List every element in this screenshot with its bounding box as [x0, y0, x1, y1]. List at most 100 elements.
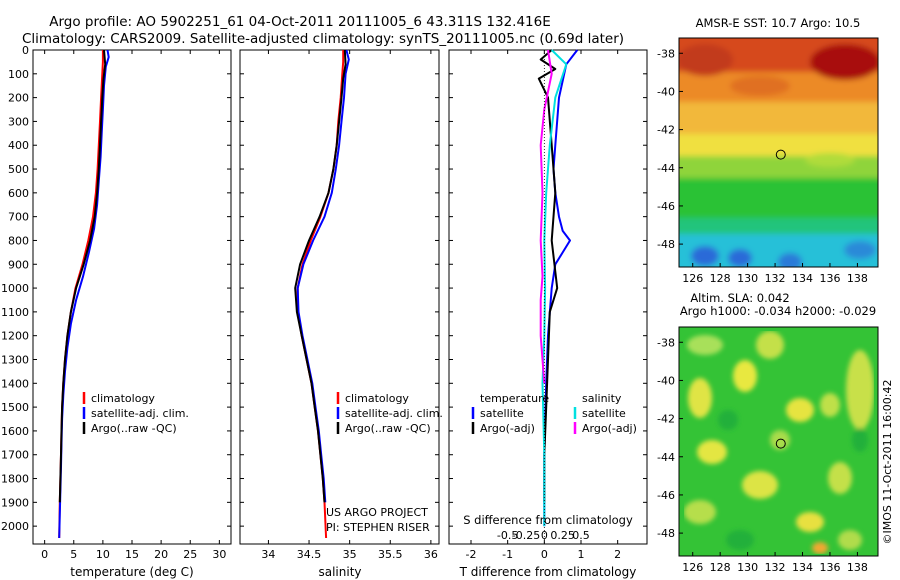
salinity-xlabel: salinity — [318, 565, 361, 579]
depth-tick-label: 400 — [8, 139, 29, 152]
temperature-panel: 0100200300400500600700800900100011001200… — [1, 44, 232, 579]
series-line-argo-raw-qc- — [58, 49, 107, 503]
sst-map-frame — [678, 37, 879, 268]
x-tick-label: 20 — [154, 548, 168, 561]
project-annotation-2: PI: STEPHEN RISER — [326, 521, 430, 534]
depth-tick-label: 100 — [8, 68, 29, 81]
lat-tick-label: -44 — [657, 451, 675, 464]
s-difference-label: S difference from climatology — [463, 513, 633, 527]
s-difference-tick-label: -0.5 — [497, 529, 518, 542]
salinity-x-axis: 34 34.5 35 35.5 36 — [261, 50, 438, 561]
depth-tick-label: 800 — [8, 234, 29, 247]
depth-tick-label: 700 — [8, 211, 29, 224]
lat-tick-label: -38 — [657, 47, 675, 60]
difference-x-axis: -2 -1 0 1 2 — [466, 50, 621, 561]
lon-tick-label: 126 — [682, 272, 703, 285]
depth-tick-label: 900 — [8, 258, 29, 271]
lat-tick-label: -40 — [657, 374, 675, 387]
depth-tick-label: 1000 — [1, 282, 29, 295]
lat-tick-label: -46 — [657, 200, 675, 213]
x-tick-label: 10 — [96, 548, 110, 561]
difference-panel: -2 -1 0 1 2 temperature satellite Argo(-adj)… — [448, 49, 648, 579]
depth-tick-label: 1700 — [1, 449, 29, 462]
legend-s-satellite: satellite — [582, 407, 626, 420]
lat-tick-label: -42 — [657, 413, 675, 426]
lat-tick-label: -48 — [657, 238, 675, 251]
series-line-satellite-adj-clim- — [296, 49, 350, 503]
x-tick-label: -1 — [502, 548, 513, 561]
lat-tick-label: -42 — [657, 124, 675, 137]
series-line-argo-raw-qc- — [294, 49, 347, 503]
depth-tick-label: 1800 — [1, 473, 29, 486]
depth-tick-label: 600 — [8, 187, 29, 200]
difference-xlabel: T difference from climatology — [459, 565, 637, 579]
difference-series — [537, 49, 579, 544]
depth-tick-label: 1300 — [1, 353, 29, 366]
legend-t-argo: Argo(-adj) — [480, 422, 535, 435]
series-line-s-argo-adj- — [539, 49, 553, 384]
lon-tick-label: 136 — [819, 561, 840, 574]
difference-axes-frame — [448, 49, 648, 545]
depth-tick-label: 1900 — [1, 496, 29, 509]
temperature-axes-frame — [32, 49, 232, 545]
lat-tick-label: -44 — [657, 162, 675, 175]
x-tick-label: 35 — [343, 548, 357, 561]
imos-credit: ©IMOS 11-Oct-2011 16:00:42 — [881, 379, 894, 544]
sst-field — [679, 38, 878, 267]
lon-tick-label: 130 — [737, 272, 758, 285]
legend-climatology: climatology — [345, 392, 409, 405]
lon-tick-label: 126 — [682, 561, 703, 574]
depth-tick-label: 500 — [8, 163, 29, 176]
title-line-1: Argo profile: AO 5902251_61 04-Oct-2011 … — [49, 14, 551, 30]
sst-map-title: AMSR-E SST: 10.7 Argo: 10.5 — [696, 16, 861, 30]
x-tick-label: 34.5 — [297, 548, 322, 561]
salinity-axes-frame — [239, 49, 440, 545]
lon-tick-label: 134 — [792, 272, 813, 285]
legend-title-temperature: temperature — [480, 392, 549, 405]
x-tick-label: -2 — [466, 548, 477, 561]
x-tick-label: 34 — [261, 548, 275, 561]
lon-tick-label: 128 — [710, 561, 731, 574]
x-tick-label: 36 — [424, 548, 438, 561]
legend-s-argo: Argo(-adj) — [582, 422, 637, 435]
x-tick-label: 0 — [41, 548, 48, 561]
x-tick-label: 15 — [125, 548, 139, 561]
x-tick-label: 2 — [614, 548, 621, 561]
depth-tick-label: 0 — [22, 44, 29, 57]
legend-argo: Argo(..raw -QC) — [345, 422, 431, 435]
depth-tick-label: 1200 — [1, 330, 29, 343]
salinity-series — [294, 49, 350, 539]
depth-tick-label: 2000 — [1, 520, 29, 533]
x-tick-label: 35.5 — [378, 548, 403, 561]
salinity-panel: 34 34.5 35 35.5 36 climatology satellite-adj… — [239, 49, 443, 579]
lon-tick-label: 136 — [819, 272, 840, 285]
legend-argo: Argo(..raw -QC) — [91, 422, 177, 435]
depth-axis: 0 100 200 300 400 500 600 700 800 900 1000 1100 1200… — [1, 44, 231, 533]
lon-tick-label: 138 — [847, 272, 868, 285]
series-line-climatology — [58, 50, 104, 539]
depth-tick-label: 1500 — [1, 401, 29, 414]
lon-tick-label: 130 — [737, 561, 758, 574]
difference-legend: temperature satellite Argo(-adj) salinit… — [471, 392, 637, 435]
depth-tick-label: 1100 — [1, 306, 29, 319]
series-line-t-argo-adj- — [537, 49, 559, 503]
s-difference-tick-label: 0.25 — [550, 529, 575, 542]
sla-map-panel: Altim. SLA: 0.042 Argo h1000: -0.034 h20… — [657, 291, 894, 574]
depth-tick-label: 1400 — [1, 377, 29, 390]
difference-depth-ticks — [449, 49, 647, 527]
x-tick-label: 30 — [212, 548, 226, 561]
lat-tick-label: -38 — [657, 336, 675, 349]
s-difference-tick-label: 0.5 — [572, 529, 590, 542]
x-tick-label: 1 — [578, 548, 585, 561]
salinity-depth-ticks — [240, 49, 439, 527]
lat-tick-label: -46 — [657, 489, 675, 502]
argo-location-marker — [775, 438, 786, 449]
s-difference-tick-label: 0 — [541, 529, 548, 542]
sst-map-panel: AMSR-E SST: 10.7 Argo: 10.5 — [657, 16, 879, 285]
argo-location-marker — [775, 149, 786, 160]
temperature-series — [58, 49, 110, 539]
title-line-2: Climatology: CARS2009. Satellite-adjuste… — [22, 31, 624, 47]
x-tick-label: 25 — [183, 548, 197, 561]
legend-satellite: satellite-adj. clim. — [91, 407, 189, 420]
